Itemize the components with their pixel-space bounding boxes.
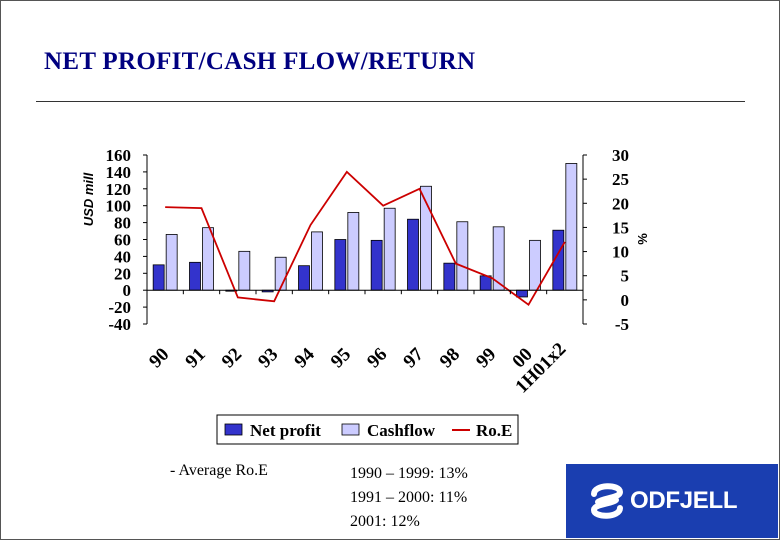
x-tick-label: 90	[145, 344, 173, 372]
left-axis-title: USD mill	[81, 172, 96, 226]
page-title: NET PROFIT/CASH FLOW/RETURN	[44, 48, 476, 75]
net-profit-bar	[407, 218, 419, 291]
left-tick-label: 40	[114, 247, 131, 266]
odfjell-logo: ODFJELL	[566, 464, 778, 538]
legend-swatch-cashflow	[341, 423, 360, 436]
period-2001: 2001: 12%	[350, 513, 420, 530]
x-tick-label: 94	[290, 344, 319, 373]
left-tick-label: 160	[106, 146, 132, 165]
x-tick-label: 91	[181, 344, 209, 372]
net-profit-bar	[334, 239, 347, 291]
net-profit-bar	[370, 239, 383, 291]
cashflow-bar	[347, 212, 360, 291]
average-roe-periods: 1990 – 1999: 13% 1991 – 2000: 11% 2001: …	[350, 462, 468, 534]
right-tick-label: 20	[612, 194, 629, 213]
cashflow-bar	[383, 207, 396, 291]
right-axis-title: %	[635, 233, 650, 245]
average-roe-label: - Average Ro.E	[170, 462, 268, 479]
cashflow-bar	[165, 234, 178, 291]
x-tick-label: 99	[472, 344, 500, 372]
left-tick-label: 20	[114, 264, 131, 283]
x-tick-label: 96	[363, 344, 391, 372]
left-tick-label: 80	[114, 214, 131, 233]
cashflow-bar	[202, 227, 214, 291]
legend-swatch-net-profit	[224, 423, 243, 436]
roe-line	[165, 170, 566, 307]
left-tick-label: 140	[106, 163, 132, 182]
cashflow-bar	[565, 163, 578, 291]
left-tick-label: 60	[114, 231, 131, 250]
right-tick-label: 10	[612, 243, 629, 262]
net-profit-bar	[189, 261, 201, 291]
left-tick-label: -40	[108, 315, 131, 334]
right-tick-label: 0	[621, 291, 630, 310]
x-tick-label: 95	[327, 344, 355, 372]
cashflow-bar	[238, 250, 251, 291]
left-tick-label: 100	[106, 197, 132, 216]
right-tick-label: -5	[615, 315, 629, 334]
right-tick-label: 25	[612, 170, 629, 189]
left-tick-label: 0	[123, 281, 132, 300]
period-1990-1999: 1990 – 1999: 13%	[350, 465, 468, 482]
period-1991-2000: 1991 – 2000: 11%	[350, 489, 468, 506]
x-tick-label: 98	[436, 344, 464, 372]
logo-mark-icon	[590, 483, 624, 519]
net-profit-bar	[152, 264, 165, 291]
legend-label-net-profit: Net profit	[250, 421, 321, 440]
right-tick-label: 15	[612, 218, 629, 237]
cashflow-bar	[529, 239, 541, 291]
legend-label-roe: Ro.E	[476, 421, 512, 440]
cashflow-bar	[456, 221, 469, 291]
x-tick-label: 97	[399, 344, 428, 373]
right-tick-label: 30	[612, 146, 629, 165]
net-profit-bar	[516, 289, 528, 298]
x-tick-label: 93	[254, 344, 282, 372]
net-profit-bar	[443, 262, 456, 291]
right-tick-label: 5	[621, 267, 630, 286]
left-tick-label: 120	[106, 180, 132, 199]
cashflow-bar	[274, 256, 287, 291]
cashflow-bar	[311, 231, 323, 291]
legend-label-cashflow: Cashflow	[367, 421, 436, 440]
logo-text: ODFJELL	[630, 487, 738, 514]
title-divider	[36, 101, 745, 102]
net-profit-bar	[298, 265, 310, 291]
left-tick-label: -20	[108, 298, 131, 317]
x-tick-label: 92	[218, 344, 246, 372]
